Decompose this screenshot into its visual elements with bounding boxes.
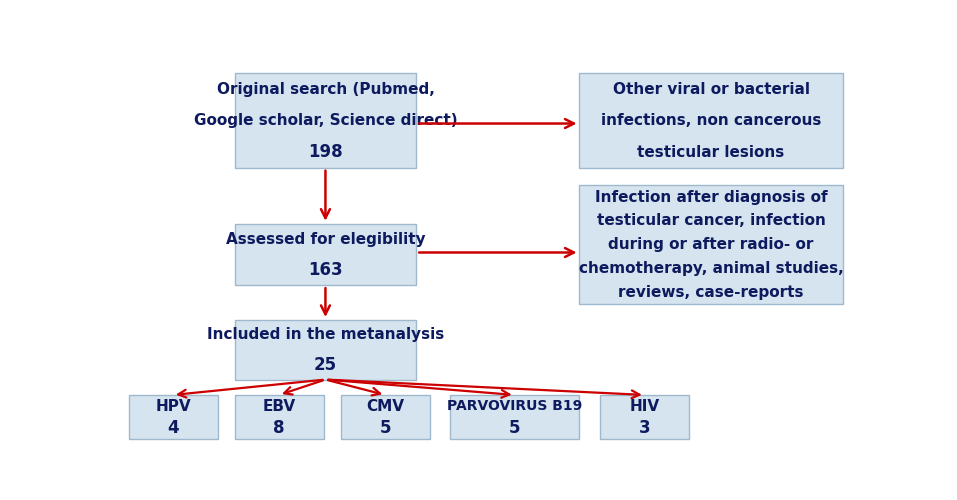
Text: testicular cancer, infection: testicular cancer, infection — [596, 214, 826, 228]
Text: 5: 5 — [379, 419, 390, 437]
Text: 25: 25 — [314, 356, 337, 374]
Text: 163: 163 — [308, 261, 343, 279]
Text: infections, non cancerous: infections, non cancerous — [601, 113, 821, 128]
Text: chemotherapy, animal studies,: chemotherapy, animal studies, — [579, 261, 843, 276]
Text: 8: 8 — [274, 419, 285, 437]
Text: HPV: HPV — [155, 398, 190, 413]
Text: 198: 198 — [308, 143, 343, 161]
Text: HIV: HIV — [630, 398, 659, 413]
Text: Infection after diagnosis of: Infection after diagnosis of — [595, 190, 828, 204]
Text: 4: 4 — [167, 419, 179, 437]
Text: EBV: EBV — [262, 398, 296, 413]
FancyBboxPatch shape — [128, 395, 217, 439]
Text: 5: 5 — [509, 419, 521, 437]
Text: during or after radio- or: during or after radio- or — [609, 238, 813, 252]
FancyBboxPatch shape — [580, 185, 843, 304]
Text: Assessed for elegibility: Assessed for elegibility — [226, 232, 425, 246]
FancyBboxPatch shape — [234, 320, 416, 380]
Text: Included in the metanalysis: Included in the metanalysis — [207, 328, 444, 342]
FancyBboxPatch shape — [600, 395, 689, 439]
Text: Other viral or bacterial: Other viral or bacterial — [612, 82, 810, 96]
Text: reviews, case-reports: reviews, case-reports — [618, 285, 804, 300]
Text: testicular lesions: testicular lesions — [637, 144, 785, 160]
FancyBboxPatch shape — [450, 395, 580, 439]
Text: PARVOVIRUS B19: PARVOVIRUS B19 — [447, 399, 582, 413]
FancyBboxPatch shape — [234, 74, 416, 168]
FancyBboxPatch shape — [234, 224, 416, 285]
Text: 3: 3 — [639, 419, 651, 437]
Text: Google scholar, Science direct): Google scholar, Science direct) — [193, 113, 457, 128]
FancyBboxPatch shape — [341, 395, 430, 439]
FancyBboxPatch shape — [234, 395, 323, 439]
Text: Original search (Pubmed,: Original search (Pubmed, — [216, 82, 434, 96]
FancyBboxPatch shape — [580, 74, 843, 168]
Text: CMV: CMV — [367, 398, 404, 413]
